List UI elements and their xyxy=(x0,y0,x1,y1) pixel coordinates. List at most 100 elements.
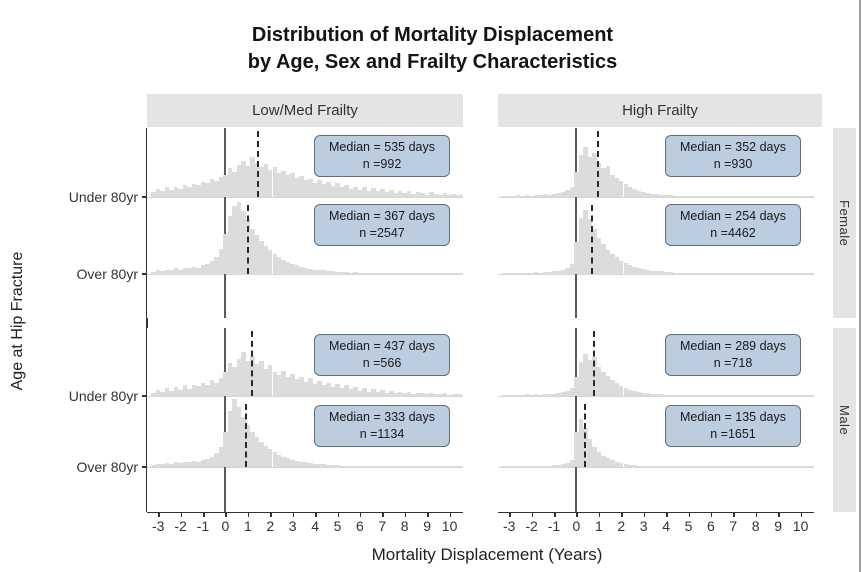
histogram-bar xyxy=(241,416,246,467)
histogram-bar xyxy=(187,268,192,274)
histogram-bar xyxy=(722,395,727,396)
histogram-bar xyxy=(357,465,363,467)
histogram-bar xyxy=(245,165,251,197)
histogram-bar xyxy=(663,466,669,467)
histogram-bar xyxy=(601,371,606,396)
annotation-n-text: n =2547 xyxy=(359,226,405,240)
annotation-n-text: n =1134 xyxy=(359,427,405,441)
x-axis-tick xyxy=(621,512,623,517)
histogram-bar xyxy=(717,466,723,467)
histogram-bar xyxy=(583,147,588,197)
histogram-bar xyxy=(717,395,723,396)
histogram-bar xyxy=(415,273,421,274)
histogram-bar xyxy=(321,385,327,396)
histogram-bar xyxy=(223,234,228,274)
histogram-bar xyxy=(520,272,525,274)
histogram-bar xyxy=(708,196,714,197)
histogram-bar xyxy=(690,395,696,396)
histogram-bar xyxy=(169,463,174,467)
histogram-bar xyxy=(538,195,543,197)
histogram-bar xyxy=(272,167,277,197)
histogram-bar xyxy=(708,395,714,396)
annotation-n-text: n =566 xyxy=(362,356,402,370)
histogram-bar xyxy=(619,385,624,396)
histogram-bar xyxy=(623,184,628,197)
histogram-bar xyxy=(447,194,452,197)
annotation-box: Median = 254 days n =4462 xyxy=(665,204,801,246)
annotation-box: Median = 352 days n =930 xyxy=(665,135,801,177)
histogram-bar xyxy=(605,166,611,197)
histogram-bar xyxy=(753,273,758,274)
median-dashed-line xyxy=(247,205,249,274)
histogram-bar xyxy=(699,196,705,197)
histogram-bar xyxy=(424,194,430,197)
histogram-bar xyxy=(451,393,457,396)
histogram-bar xyxy=(547,194,552,197)
histogram-bar xyxy=(614,461,619,467)
x-axis-tick xyxy=(292,512,295,517)
histogram-bar xyxy=(308,462,313,467)
histogram-bar xyxy=(259,441,264,467)
histogram-bar xyxy=(663,394,669,396)
right-border-line xyxy=(859,0,861,572)
figure-title-line1: Distribution of Mortality Displacement xyxy=(251,24,614,46)
histogram-bar xyxy=(389,390,394,396)
histogram-bar xyxy=(641,268,646,274)
histogram-bar xyxy=(690,272,696,274)
histogram-bar xyxy=(312,269,318,274)
x-axis-tick xyxy=(710,512,713,517)
histogram-bar xyxy=(393,466,398,467)
histogram-bar xyxy=(371,272,376,274)
histogram-bar xyxy=(784,196,790,197)
histogram-bar xyxy=(317,464,322,467)
annotation-median-text: Median = 135 days xyxy=(680,410,786,424)
histogram-bar xyxy=(574,242,579,274)
histogram-bar xyxy=(551,271,557,274)
histogram-bar xyxy=(771,273,776,274)
histogram-bar xyxy=(583,210,588,274)
x-axis-tick-label: -1 xyxy=(196,518,210,534)
histogram-bar xyxy=(780,466,785,467)
histogram-bar xyxy=(636,391,642,396)
histogram-bar xyxy=(533,194,539,197)
histogram-bar xyxy=(200,382,206,396)
annotation-box: Median = 535 days n =992 xyxy=(314,135,450,177)
histogram-bar xyxy=(592,229,597,274)
histogram-bar xyxy=(398,391,403,396)
histogram-bar xyxy=(411,393,416,396)
histogram-bar xyxy=(632,267,637,274)
median-dashed-line xyxy=(257,131,260,197)
histogram-bar xyxy=(744,196,749,197)
histogram-bar xyxy=(601,243,606,274)
histogram-bar xyxy=(533,272,539,274)
histogram-bar xyxy=(627,464,633,467)
histogram-bar xyxy=(339,187,345,197)
histogram-bar xyxy=(771,466,776,467)
figure-title-line2: by Age, Sex and Frailty Characteristics xyxy=(247,51,618,73)
histogram-bar xyxy=(232,367,237,396)
histogram-bar xyxy=(209,456,215,467)
annotation-n-text: n =992 xyxy=(362,157,402,171)
histogram-bar xyxy=(200,181,206,197)
histogram-bar xyxy=(178,462,183,467)
x-axis-tick-label: 10 xyxy=(441,518,458,534)
histogram-bar xyxy=(411,272,416,274)
histogram-bar xyxy=(236,407,242,467)
histogram-bar xyxy=(515,272,521,274)
x-axis-tick-label: 3 xyxy=(288,518,297,534)
histogram-bar xyxy=(384,466,390,467)
histogram-bar xyxy=(375,272,381,274)
y-tick-label-female-under80: Under 80yr xyxy=(68,189,138,205)
histogram-bar xyxy=(160,391,165,396)
x-axis-tick xyxy=(688,512,690,517)
histogram-bar xyxy=(650,393,655,396)
histogram-bar xyxy=(402,466,407,467)
histogram-bar xyxy=(731,466,736,467)
histogram-bar xyxy=(506,272,512,274)
histogram-bar xyxy=(677,195,682,197)
histogram-bar xyxy=(560,464,566,467)
histogram-bar xyxy=(587,157,593,197)
histogram-bar xyxy=(699,272,705,274)
histogram-bar xyxy=(556,393,561,396)
histogram-bar xyxy=(209,179,215,197)
